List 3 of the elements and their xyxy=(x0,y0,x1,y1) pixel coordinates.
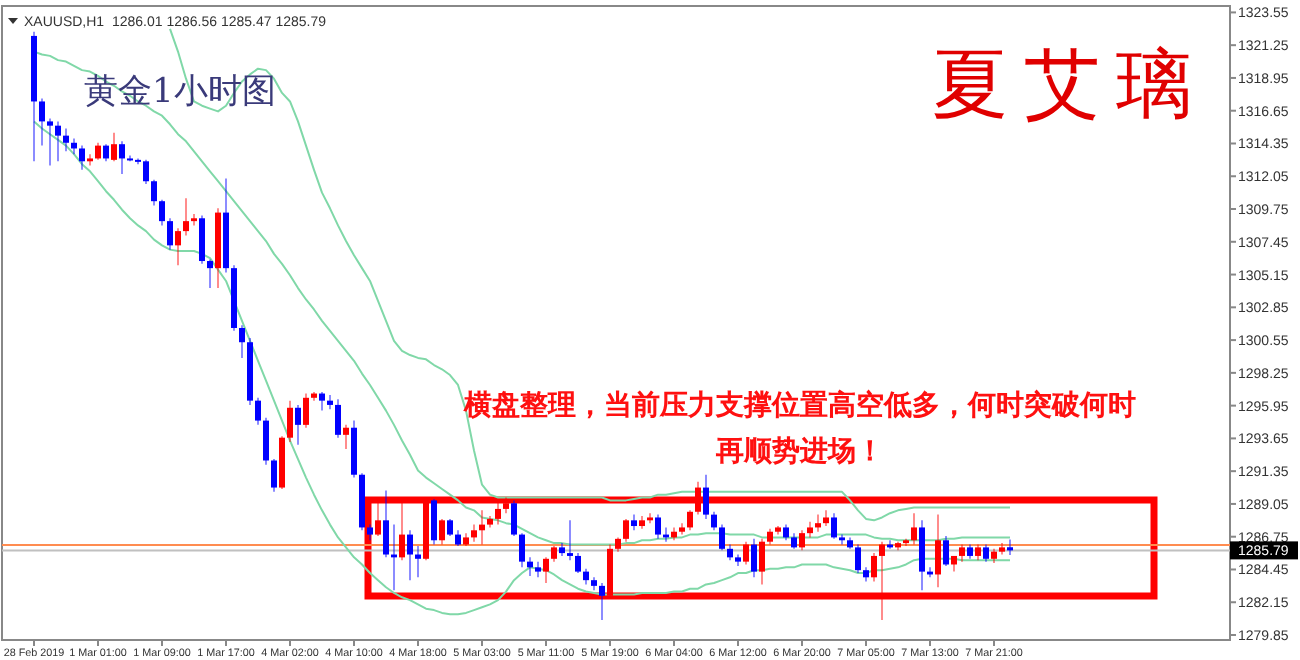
annotation: 横盘整理，当前压力支撑位置高空低多，何时突破何时再顺势进场！ xyxy=(462,388,1136,468)
candlestick xyxy=(607,543,613,600)
annotation: 夏艾璃 xyxy=(932,40,1208,128)
